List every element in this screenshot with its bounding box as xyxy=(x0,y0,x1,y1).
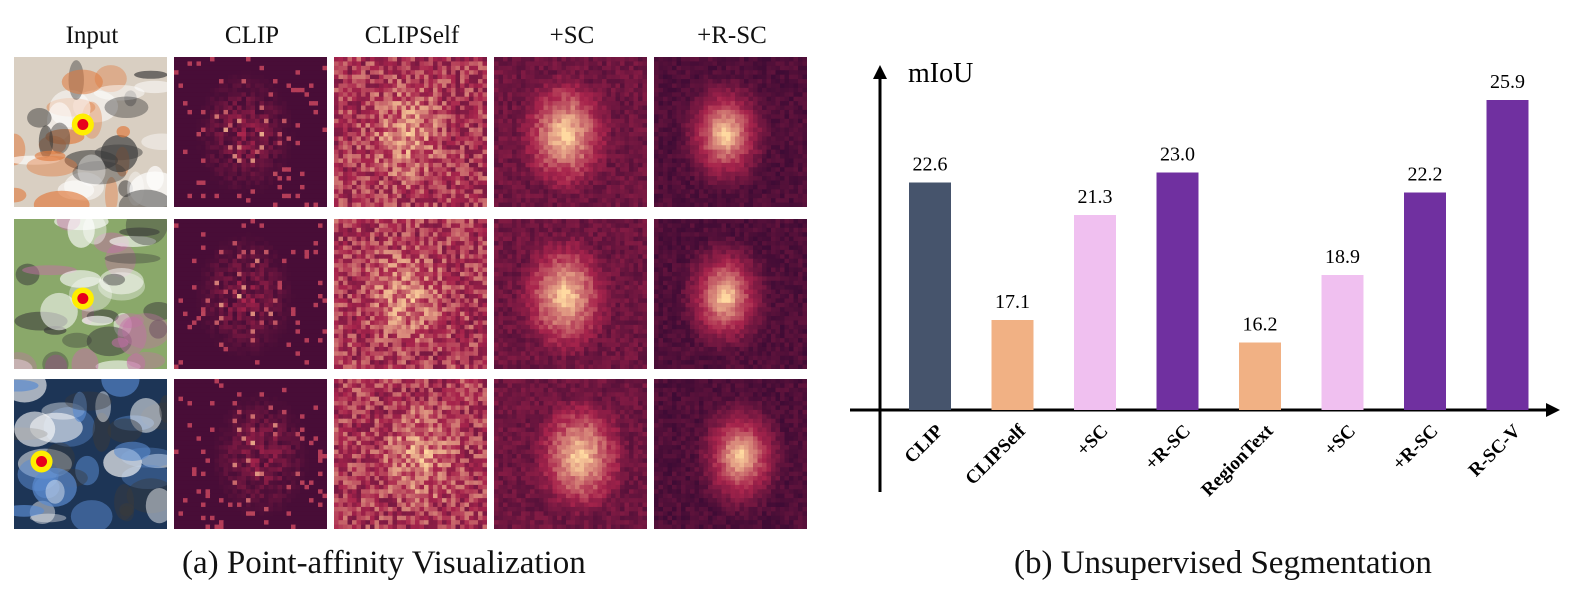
heatmap-rsc-row-2 xyxy=(654,219,807,369)
heatmap-clipself-row-2 xyxy=(334,219,487,369)
x-axis-arrow xyxy=(1546,403,1560,417)
column-header-rsc: +R-SC xyxy=(697,22,767,49)
bar-value-label-3: 21.3 xyxy=(1078,186,1113,208)
bar-value-label-1: 22.6 xyxy=(913,154,948,176)
column-header-input: Input xyxy=(65,22,119,49)
x-tick-label-6: +SC xyxy=(1320,421,1360,461)
query-point-marker xyxy=(30,450,53,473)
caption-b: (b) Unsupervised Segmentation xyxy=(1014,545,1432,581)
heatmap-clip-row-3 xyxy=(174,379,327,529)
input-image-row-1 xyxy=(14,57,167,207)
heatmap-clipself-row-3 xyxy=(334,379,487,529)
bar-5 xyxy=(1239,342,1281,410)
heatmap-clip-row-1 xyxy=(174,57,327,207)
segmentation-bar-chart: mIoU 22.6 17.1 21.3 23.0 16.2 18.9 22.2 25.9 CL… xyxy=(850,58,1560,501)
x-tick-label-4: +R-SC xyxy=(1141,421,1195,475)
caption-a: (a) Point-affinity Visualization xyxy=(182,545,586,581)
column-header-sc: +SC xyxy=(549,22,595,49)
bar-value-label-2: 17.1 xyxy=(995,291,1030,313)
bar-value-label-4: 23.0 xyxy=(1160,144,1195,166)
heatmap-rsc-row-1 xyxy=(654,57,807,207)
x-tick-label-2: CLIPSelf xyxy=(961,420,1030,489)
bar-2 xyxy=(991,320,1034,410)
column-header-clipself: CLIPSelf xyxy=(364,22,460,49)
x-tick-label-8: R-SC-V xyxy=(1465,420,1526,481)
heatmap-sc-row-3 xyxy=(494,379,647,529)
bar-3 xyxy=(1074,215,1116,410)
heatmap-sc-row-1 xyxy=(494,57,647,207)
y-axis-title: mIoU xyxy=(908,58,973,89)
bar-7 xyxy=(1404,192,1446,410)
bar-value-label-6: 18.9 xyxy=(1325,246,1360,268)
query-point-marker xyxy=(71,287,94,310)
bar-value-label-5: 16.2 xyxy=(1243,314,1278,336)
input-image-row-2 xyxy=(14,219,167,369)
chart-axes: mIoU xyxy=(850,58,1560,492)
bar-value-label-7: 22.2 xyxy=(1408,164,1443,186)
bar-8 xyxy=(1486,100,1529,410)
x-tick-label-5: RegionText xyxy=(1197,420,1278,501)
heatmap-sc-row-2 xyxy=(494,219,647,369)
x-tick-label-1: CLIP xyxy=(901,420,948,467)
x-tick-label-7: +R-SC xyxy=(1389,421,1443,475)
query-point-marker xyxy=(71,113,94,136)
chart-tick-labels: CLIP CLIPSelf +SC +R-SC RegionText +SC +R-SC R-… xyxy=(901,420,1526,501)
column-header-clip: CLIP xyxy=(224,22,280,49)
chart-bars xyxy=(909,100,1529,410)
bar-1 xyxy=(909,182,951,410)
bar-value-label-8: 25.9 xyxy=(1490,71,1525,93)
chart-value-labels: 22.6 17.1 21.3 23.0 16.2 18.9 22.2 25.9 xyxy=(913,71,1526,336)
input-image-row-3 xyxy=(14,379,167,529)
heatmap-rsc-row-3 xyxy=(654,379,807,529)
bar-4 xyxy=(1156,172,1199,410)
heatmap-clipself-row-1 xyxy=(334,57,487,207)
x-tick-label-3: +SC xyxy=(1073,421,1113,461)
y-axis-arrow xyxy=(873,65,887,79)
heatmap-clip-row-2 xyxy=(174,219,327,369)
bar-6 xyxy=(1321,275,1364,410)
